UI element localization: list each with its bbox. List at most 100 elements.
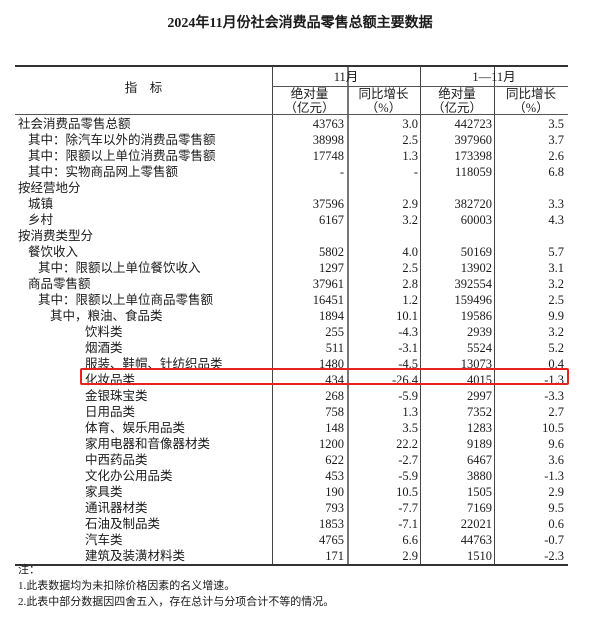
row-label: 饮料类 — [85, 325, 123, 339]
month-yoy-value: 1.3 — [402, 149, 418, 163]
ytd-yoy-value: 6.8 — [548, 165, 564, 179]
table-row: 汽车类 4765 6.6 44763 -0.7 — [15, 532, 568, 548]
table-row: 乡村 6167 3.2 60003 4.3 — [15, 212, 568, 228]
row-label: 其中：实物商品网上零售额 — [28, 165, 179, 179]
highlight-box — [80, 368, 569, 385]
month-abs-value: 793 — [325, 501, 344, 515]
header-yoy: 同比增长 （%） — [347, 87, 420, 115]
row-label: 其中，粮油、食品类 — [50, 309, 163, 323]
header-abs-label: 绝对量 — [290, 87, 329, 101]
header-abs-label: 绝对量 — [438, 87, 476, 101]
header-yoy-unit: （%） — [513, 101, 549, 115]
table-row: 其中：限额以上单位消费品零售额 17748 1.3 173398 2.6 — [15, 148, 568, 164]
month-yoy-value: -7.7 — [398, 501, 418, 515]
month-abs-value: 37961 — [312, 277, 344, 291]
ytd-yoy-value: 3.2 — [548, 277, 564, 291]
ytd-yoy-value: 0.4 — [548, 357, 564, 371]
month-abs-value: 758 — [325, 405, 344, 419]
row-label: 烟酒类 — [85, 341, 123, 355]
table-row: 建筑及装潢材料类 171 2.9 1510 -2.3 — [15, 548, 568, 564]
ytd-abs-value: 382720 — [454, 197, 493, 211]
row-label: 文化办公用品类 — [85, 469, 173, 483]
month-yoy-value: 1.3 — [402, 405, 418, 419]
ytd-yoy-value: 2.5 — [548, 293, 564, 307]
table-row: 日用品类 758 1.3 7352 2.7 — [15, 404, 568, 420]
row-label: 其中：限额以上单位餐饮收入 — [38, 261, 201, 275]
month-yoy-value: -4.5 — [398, 357, 418, 371]
month-yoy-value: 10.5 — [396, 485, 418, 499]
row-label: 家用电器和音像器材类 — [85, 437, 211, 451]
ytd-abs-value: 397960 — [454, 133, 493, 147]
ytd-yoy-value: 9.6 — [548, 437, 564, 451]
row-label: 其中：限额以上单位消费品零售额 — [28, 149, 216, 163]
row-label: 中西药品类 — [85, 453, 148, 467]
row-label: 汽车类 — [85, 533, 123, 547]
note-item: 1.此表数据均为未扣除价格因素的名义增速。 — [18, 580, 236, 592]
header-period-month: 11月 — [333, 70, 359, 84]
ytd-yoy-value: 10.5 — [542, 421, 564, 435]
month-yoy-value: 22.2 — [396, 437, 418, 451]
row-label: 商品零售额 — [28, 277, 91, 291]
header-abs-unit: （亿元） — [431, 101, 482, 115]
page-title: 2024年11月份社会消费品零售总额主要数据 — [167, 16, 433, 31]
month-yoy-value: 2.5 — [402, 133, 418, 147]
header-divider — [272, 86, 568, 87]
ytd-yoy-value: 3.7 — [548, 133, 564, 147]
month-yoy-value: -7.1 — [398, 517, 418, 531]
month-abs-value: 17748 — [312, 149, 344, 163]
ytd-yoy-value: 0.6 — [548, 517, 564, 531]
ytd-yoy-value: 3.1 — [548, 261, 564, 275]
month-abs-value: 255 — [325, 325, 344, 339]
header-period-ytd: 1—11月 — [472, 70, 516, 84]
month-yoy-value: - — [413, 165, 418, 179]
ytd-yoy-value: 3.2 — [548, 325, 564, 339]
ytd-yoy-value: 9.5 — [548, 501, 564, 515]
month-yoy-value: 10.1 — [396, 309, 418, 323]
table-header: 指 标 11月 1—11月 绝对量 （亿元） 同比增长 （%） 绝对量 （亿元） 同比… — [15, 67, 568, 115]
retail-sales-table: 指 标 11月 1—11月 绝对量 （亿元） 同比增长 （%） 绝对量 （亿元） 同比… — [15, 65, 568, 566]
notes-heading: 注： — [18, 564, 40, 576]
month-abs-value: 268 — [325, 389, 344, 403]
header-indicator: 指 标 — [124, 81, 163, 95]
month-yoy-value: -4.3 — [398, 325, 418, 339]
ytd-abs-value: 7169 — [467, 501, 492, 515]
month-yoy-value: 3.5 — [402, 421, 418, 435]
table-row: 商品零售额 37961 2.8 392554 3.2 — [15, 276, 568, 292]
table-row: 按消费类型分 — [15, 228, 568, 244]
ytd-yoy-value: 5.7 — [548, 245, 564, 259]
header-yoy-ytd: 同比增长 （%） — [494, 87, 568, 115]
ytd-abs-value: 2939 — [467, 325, 492, 339]
ytd-abs-value: 13073 — [460, 357, 492, 371]
ytd-abs-value: 5524 — [467, 341, 492, 355]
month-abs-value: 171 — [325, 549, 344, 563]
ytd-abs-value: 7352 — [467, 405, 492, 419]
ytd-abs-value: 442723 — [454, 117, 493, 131]
month-abs-value: 1297 — [319, 261, 344, 275]
table-row: 其中：除汽车以外的消费品零售额 38998 2.5 397960 3.7 — [15, 132, 568, 148]
column-divider — [272, 67, 273, 564]
row-label: 服装、鞋帽、针纺织品类 — [85, 357, 223, 371]
month-abs-value: 1853 — [319, 517, 344, 531]
row-label: 通讯器材类 — [85, 501, 148, 515]
ytd-abs-value: 22021 — [460, 517, 492, 531]
table-body: 社会消费品零售总额 43763 3.0 442723 3.5 其中：除汽车以外的消费品零售… — [15, 116, 568, 564]
ytd-yoy-value: 3.3 — [548, 197, 564, 211]
ytd-abs-value: 50169 — [460, 245, 492, 259]
column-divider — [347, 67, 349, 564]
header-yoy-label: 同比增长 — [358, 87, 409, 101]
column-divider — [494, 67, 495, 564]
ytd-yoy-value: 5.2 — [548, 341, 564, 355]
table-row: 服装、鞋帽、针纺织品类 1480 -4.5 13073 0.4 — [15, 356, 568, 372]
table-row: 体育、娱乐用品类 148 3.5 1283 10.5 — [15, 420, 568, 436]
ytd-yoy-value: 2.6 — [548, 149, 564, 163]
table-row: 其中：限额以上单位餐饮收入 1297 2.5 13902 3.1 — [15, 260, 568, 276]
ytd-yoy-value: 2.9 — [548, 485, 564, 499]
header-yoy-unit: （%） — [365, 101, 402, 115]
table-row: 中西药品类 622 -2.7 6467 3.6 — [15, 452, 568, 468]
row-label: 金银珠宝类 — [85, 389, 148, 403]
note-item: 2.此表中部分数据因四舍五入，存在总计与分项合计不等的情况。 — [18, 596, 335, 608]
month-abs-value: 5802 — [319, 245, 344, 259]
ytd-yoy-value: 3.5 — [548, 117, 564, 131]
ytd-abs-value: 9189 — [467, 437, 492, 451]
ytd-yoy-value: -3.3 — [544, 389, 564, 403]
